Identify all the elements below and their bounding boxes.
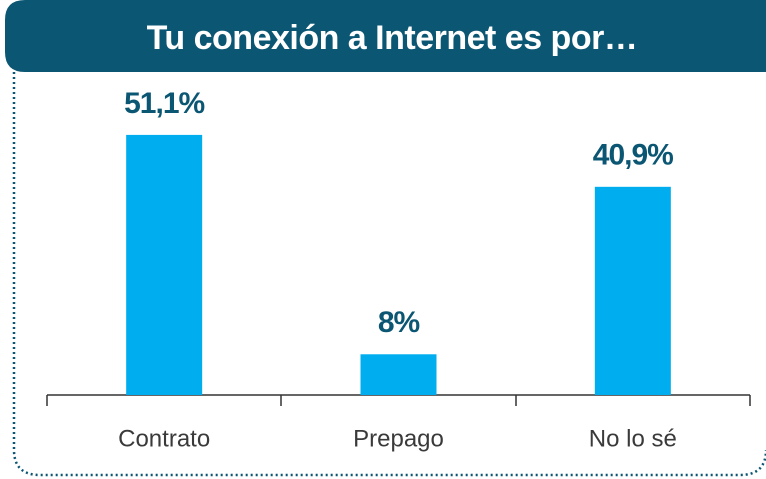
bar bbox=[360, 354, 437, 395]
x-tick-label: Contrato bbox=[118, 425, 210, 452]
value-label: 8% bbox=[378, 306, 420, 339]
header-bar bbox=[5, 0, 766, 72]
x-tick-label: No lo sé bbox=[589, 425, 677, 452]
x-tick-label: Prepago bbox=[353, 425, 444, 452]
bar bbox=[126, 134, 203, 395]
separators bbox=[46, 395, 751, 406]
chart-title: Tu conexión a Internet es por… bbox=[147, 19, 638, 57]
value-label: 40,9% bbox=[593, 139, 673, 172]
frame bbox=[12, 72, 766, 477]
value-label: 51,1% bbox=[124, 87, 204, 120]
bar bbox=[594, 186, 671, 395]
